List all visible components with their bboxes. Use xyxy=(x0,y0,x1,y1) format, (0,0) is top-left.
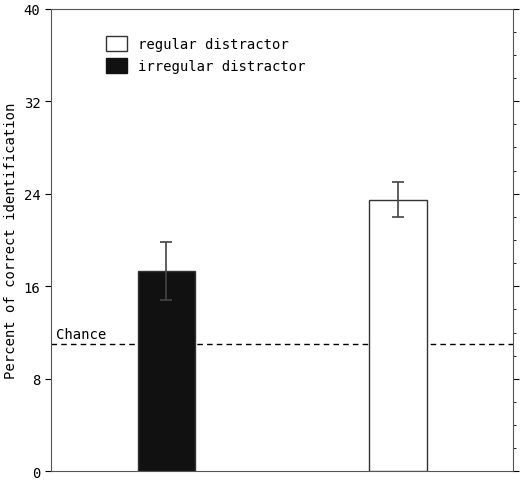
Bar xyxy=(369,200,427,471)
Legend: regular distractor, irregular distractor: regular distractor, irregular distractor xyxy=(95,26,316,85)
Text: Chance: Chance xyxy=(55,327,106,341)
Bar xyxy=(138,272,196,471)
Y-axis label: Percent of correct identification: Percent of correct identification xyxy=(4,103,18,378)
